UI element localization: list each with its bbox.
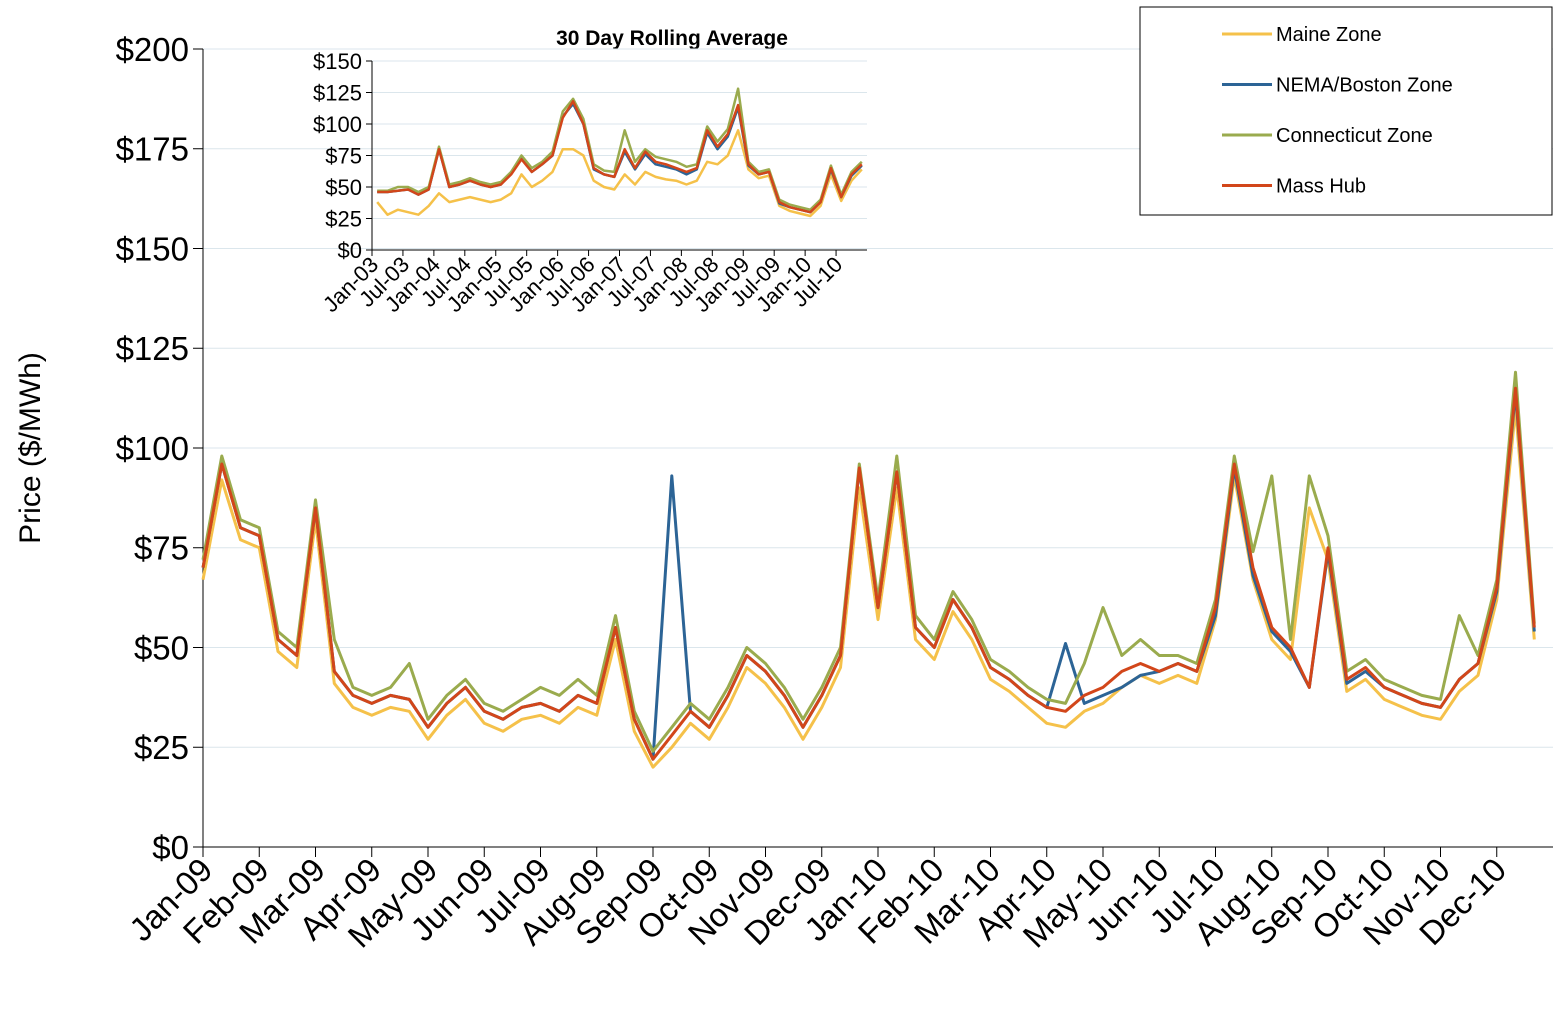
legend-label: Mass Hub	[1276, 176, 1366, 198]
series-line	[377, 87, 863, 211]
y-tick-label: $150	[116, 230, 189, 267]
y-tick-label: $0	[152, 829, 189, 866]
y-tick-label: $25	[325, 206, 362, 231]
inset-title: 30 Day Rolling Average	[556, 27, 788, 50]
legend-box	[1139, 6, 1553, 216]
y-tick-label: $100	[116, 430, 189, 467]
legend-label: Maine Zone	[1276, 24, 1382, 46]
y-tick-label: $150	[313, 49, 362, 74]
inset-background	[268, 14, 916, 376]
y-tick-label: $200	[116, 31, 189, 68]
y-tick-label: $0	[338, 238, 362, 263]
y-tick-label: $75	[325, 143, 362, 168]
y-tick-label: $100	[313, 112, 362, 137]
y-tick-label: $175	[116, 131, 189, 168]
legend-label: NEMA/Boston Zone	[1276, 75, 1453, 97]
series-line	[201, 386, 1536, 761]
series-line	[377, 100, 863, 214]
y-axis-title: Price ($/MWh)	[14, 352, 47, 544]
y-tick-label: $125	[116, 330, 189, 367]
y-tick-label: $25	[134, 729, 189, 766]
y-tick-label: $75	[134, 530, 189, 567]
series-line	[201, 406, 1536, 769]
series-line	[376, 129, 863, 218]
y-tick-label: $125	[313, 80, 362, 105]
y-tick-label: $50	[325, 175, 362, 200]
legend-label: Connecticut Zone	[1276, 125, 1433, 147]
y-tick-label: $50	[134, 629, 189, 666]
